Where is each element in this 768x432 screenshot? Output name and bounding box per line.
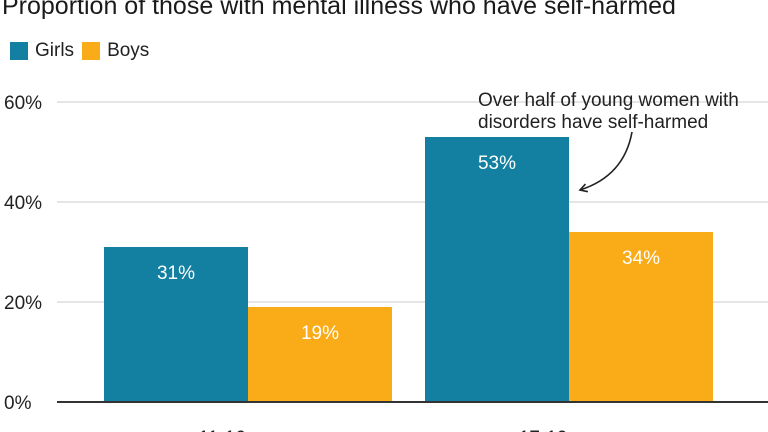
bar-value-label: 19% xyxy=(301,323,339,344)
x-category-label: 11-16 years xyxy=(199,428,298,432)
legend-swatch-boys xyxy=(82,42,101,60)
legend-item-boys: Boys xyxy=(82,40,149,62)
bar-value-label: 53% xyxy=(478,153,516,174)
bar-girls-1 xyxy=(425,137,569,402)
legend-item-girls: Girls xyxy=(10,40,74,62)
y-tick-label: 20% xyxy=(4,293,42,314)
legend-label-boys: Boys xyxy=(107,40,150,61)
y-tick-label: 60% xyxy=(4,93,42,114)
bar-girls-0 xyxy=(104,247,248,402)
bar-value-label: 34% xyxy=(622,248,660,269)
annotation-text: Over half of young women with xyxy=(478,90,739,111)
bar-boys-1 xyxy=(569,232,713,402)
legend-label-girls: Girls xyxy=(35,40,75,61)
annotation-arrow xyxy=(578,131,633,193)
bar-value-label: 31% xyxy=(157,263,195,284)
legend: Girls Boys xyxy=(10,40,149,62)
bar-boys-0 xyxy=(248,307,392,402)
annotation-text: disorders have self-harmed xyxy=(478,112,708,133)
legend-swatch-girls xyxy=(10,42,28,60)
y-tick-label: 40% xyxy=(4,193,42,214)
chart-title: Proportion of those with mental illness … xyxy=(2,0,676,20)
y-tick-label: 0% xyxy=(4,393,32,414)
x-category-label: 17-19 years xyxy=(519,428,619,432)
